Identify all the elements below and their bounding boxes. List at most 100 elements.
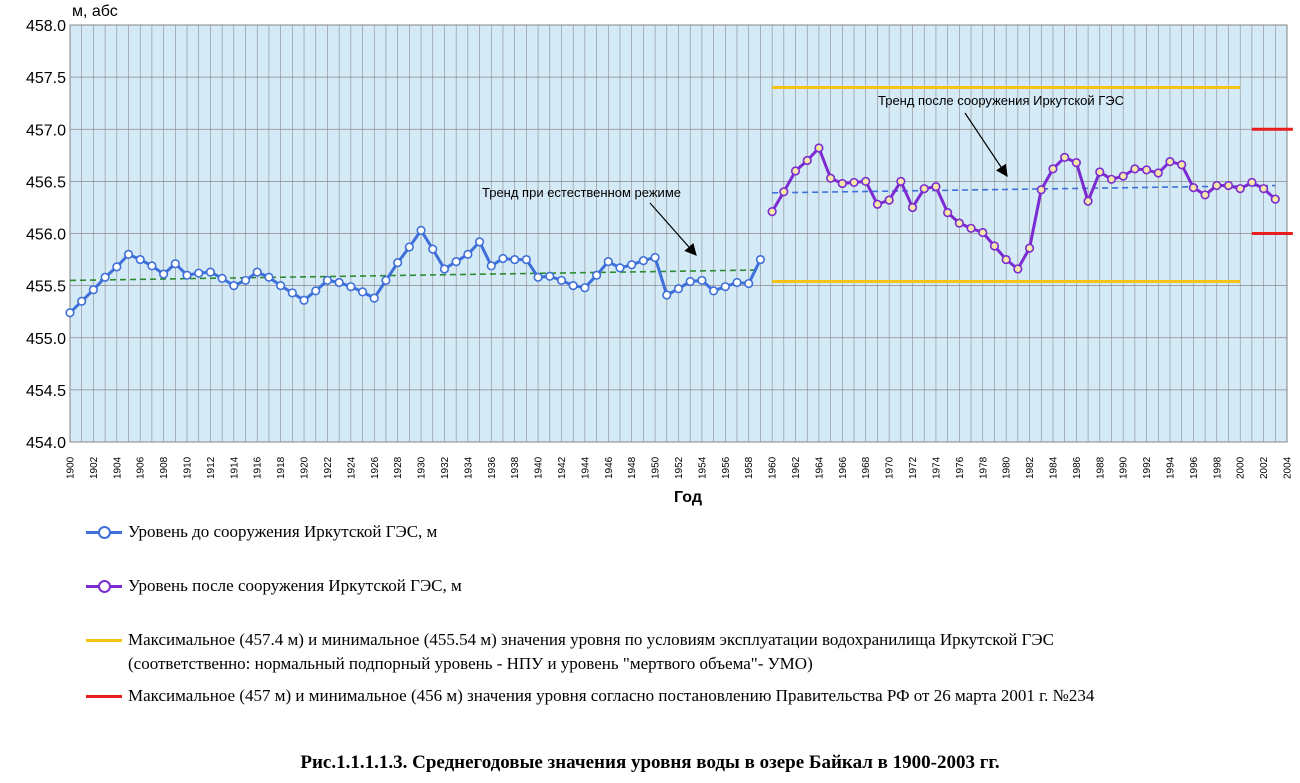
x-tick-label: 1908	[159, 456, 170, 479]
data-point	[404, 242, 414, 252]
x-tick-label: 1998	[1212, 456, 1223, 479]
x-tick-label: 1922	[323, 456, 334, 479]
x-tick-label: 1968	[861, 456, 872, 479]
data-point	[966, 223, 976, 233]
x-tick-label: 1960	[768, 456, 779, 479]
x-tick-label: 1990	[1119, 456, 1130, 479]
data-point	[627, 260, 637, 270]
data-point	[1118, 171, 1128, 181]
legend-label-pre-dam: Уровень до сооружения Иркутской ГЭС, м	[128, 522, 438, 541]
data-point	[451, 257, 461, 267]
data-point	[486, 261, 496, 271]
data-point	[1013, 264, 1023, 274]
data-point	[498, 253, 508, 264]
data-point	[416, 225, 426, 235]
x-tick-label: 1914	[229, 456, 240, 479]
y-tick-label: 455.0	[26, 331, 66, 348]
data-point	[814, 143, 824, 153]
figure-caption: Рис.1.1.1.1.3. Среднегодовые значения ур…	[300, 752, 1000, 773]
data-point	[1235, 184, 1245, 194]
data-point	[1106, 174, 1117, 184]
legend-label-post-dam: Уровень после сооружения Иркутской ГЭС, …	[128, 576, 462, 595]
legend-label-government-limits: Максимальное (457 м) и минимальное (456 …	[128, 686, 1095, 705]
data-point	[615, 263, 625, 273]
x-tick-label: 1976	[955, 456, 966, 479]
data-point	[732, 277, 742, 288]
x-tick-label: 1948	[627, 456, 638, 479]
x-tick-labels: 1900 1902 1904 1906 1908 1910 1912 1914 1916 1918…	[66, 456, 1294, 479]
data-point	[580, 283, 590, 293]
data-point	[194, 268, 204, 278]
data-point	[720, 282, 730, 292]
x-tick-label: 1964	[814, 456, 825, 479]
x-tick-label: 1944	[580, 456, 591, 479]
data-point	[779, 187, 789, 197]
data-point	[685, 276, 695, 287]
x-tick-label: 1934	[463, 456, 474, 479]
legend-swatch-pre-dam	[86, 526, 122, 539]
legend-swatch-government-limits	[86, 695, 122, 698]
data-point	[884, 195, 894, 205]
x-tick-label: 1904	[112, 456, 123, 479]
data-point	[369, 293, 379, 303]
x-tick-label: 1930	[417, 456, 428, 479]
x-tick-label: 1920	[300, 456, 311, 479]
trend-natural-label: Тренд при естественном режиме	[482, 185, 681, 200]
data-point	[1153, 168, 1163, 178]
data-point	[1130, 164, 1140, 174]
legend-label-reservoir-limits: Максимальное (457.4 м) и минимальное (45…	[128, 630, 1054, 649]
data-point	[1188, 183, 1198, 193]
data-point	[439, 264, 450, 274]
data-point	[112, 262, 122, 272]
x-tick-label: 1984	[1048, 456, 1059, 479]
data-point	[861, 176, 871, 186]
x-tick-label: 1926	[370, 456, 381, 479]
y-tick-label: 454.5	[26, 383, 66, 400]
data-point	[826, 173, 836, 183]
legend-swatch-post-dam	[86, 580, 122, 593]
data-point	[673, 284, 684, 294]
y-tick-label: 456.5	[26, 174, 66, 191]
x-tick-label: 1994	[1165, 456, 1176, 479]
y-unit-label: м, абс	[72, 3, 118, 20]
y-tick-label: 457.0	[26, 122, 66, 139]
data-series	[65, 143, 1280, 318]
data-point	[299, 295, 309, 305]
x-tick-label: 1902	[89, 456, 100, 479]
data-point	[1200, 190, 1210, 200]
x-tick-label: 1966	[838, 456, 849, 479]
x-tick-label: 1942	[557, 456, 568, 479]
data-point	[802, 155, 812, 166]
data-point	[591, 270, 602, 280]
data-point	[65, 308, 75, 318]
x-tick-label: 1928	[393, 456, 404, 479]
x-tick-label: 2004	[1283, 456, 1294, 479]
x-tick-label: 1924	[346, 456, 357, 479]
y-tick-label: 458.0	[26, 18, 66, 35]
y-tick-label: 457.5	[26, 70, 66, 87]
data-point	[463, 249, 473, 259]
x-tick-label: 1946	[604, 456, 615, 479]
trend-post-arrow	[964, 112, 1008, 177]
data-point	[603, 257, 613, 267]
data-point	[182, 270, 192, 280]
data-point	[533, 272, 543, 282]
trend-post-label: Тренд после сооружения Иркутской ГЭС	[878, 93, 1124, 108]
data-point	[556, 275, 567, 286]
data-point	[311, 286, 321, 296]
data-point	[1001, 254, 1011, 265]
x-tick-label: 1936	[487, 456, 498, 479]
data-point	[240, 275, 251, 286]
data-point	[322, 275, 333, 286]
x-tick-label: 2002	[1259, 456, 1270, 479]
x-tick-label: 1952	[674, 456, 685, 479]
data-point	[123, 249, 134, 259]
x-tick-label: 1988	[1095, 456, 1106, 479]
x-tick-label: 1980	[1002, 456, 1013, 479]
data-point	[252, 267, 262, 277]
x-tick-label: 1916	[253, 456, 264, 479]
x-tick-label: 1970	[885, 456, 896, 479]
data-point	[709, 286, 719, 296]
data-point	[790, 166, 801, 176]
data-point	[147, 261, 157, 271]
